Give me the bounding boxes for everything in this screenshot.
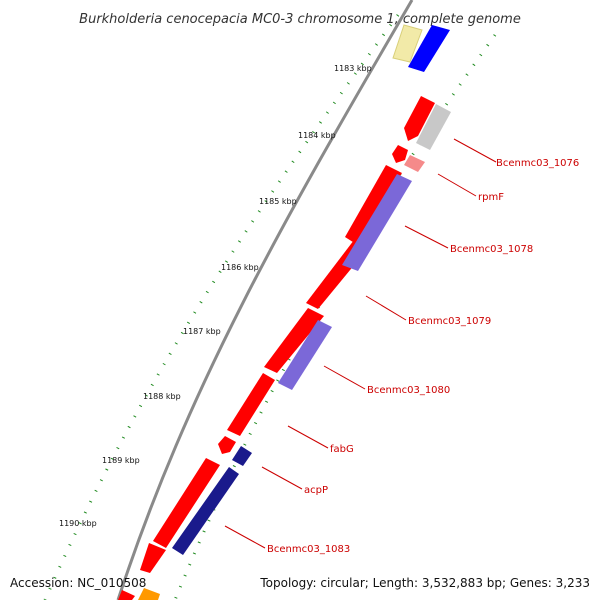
outer-dotted-arc [43, 14, 400, 600]
grey-gene-feature [416, 104, 451, 150]
gene-arrow [118, 590, 135, 600]
leader-line [287, 425, 329, 449]
gene-label: Bcenmc03_1078 [450, 244, 533, 255]
tick-label: 1184 kbp [298, 131, 336, 140]
leader-line [404, 225, 449, 249]
leader-line [323, 365, 366, 390]
gene-arrow [278, 320, 332, 390]
gene-arrow [264, 308, 324, 373]
gene-arrow [153, 458, 220, 548]
tick-label: 1189 kbp [102, 456, 140, 465]
rna-feature [404, 155, 425, 172]
gene-label: rpmF [478, 192, 504, 203]
gene-label: Bcenmc03_1076 [496, 158, 579, 169]
pseudo-gene-feature [392, 24, 423, 63]
gene-label: Bcenmc03_1083 [267, 544, 350, 555]
reverse-genes [138, 155, 425, 600]
forward-genes [118, 96, 435, 600]
tick-label: 1187 kbp [183, 327, 221, 336]
gene-arrow [232, 446, 252, 466]
gene-arrow [392, 145, 408, 163]
gene-arrow [172, 467, 239, 555]
topology-label: Topology: circular; Length: 3,532,883 bp… [260, 576, 590, 590]
leader-line [261, 466, 303, 490]
gene-arrow [140, 543, 166, 573]
chromosome-backbone [116, 0, 414, 600]
gene-label: Bcenmc03_1079 [408, 316, 491, 327]
tick-label: 1183 kbp [334, 64, 372, 73]
map-title: Burkholderia cenocepacia MC0-3 chromosom… [79, 12, 521, 27]
gene-arrow [342, 174, 412, 271]
orange-feature [138, 588, 160, 600]
gene-arrow [218, 436, 236, 454]
gene-label: Bcenmc03_1080 [367, 385, 450, 396]
leader-line [453, 138, 497, 163]
gene-arrow [227, 373, 275, 436]
gene-label: acpP [304, 485, 328, 496]
gene-labels: Bcenmc03_1076 rpmF Bcenmc03_1078 Bcenmc0… [224, 138, 579, 555]
gene-label: fabG [330, 444, 354, 455]
gene-arrow [345, 165, 402, 244]
tick-label: 1188 kbp [143, 392, 181, 401]
leader-line [224, 525, 266, 549]
leader-line [365, 295, 407, 321]
tick-label: 1190 kbp [59, 519, 97, 528]
tick-label: 1186 kbp [221, 263, 259, 272]
kbp-ticks: 1183 kbp 1184 kbp 1185 kbp 1186 kbp 1187… [59, 64, 372, 528]
trna-feature [408, 25, 450, 72]
leader-line [437, 173, 477, 197]
accession-label: Accession: NC_010508 [10, 576, 147, 590]
gene-arrow [404, 96, 435, 141]
tick-label: 1185 kbp [259, 197, 297, 206]
